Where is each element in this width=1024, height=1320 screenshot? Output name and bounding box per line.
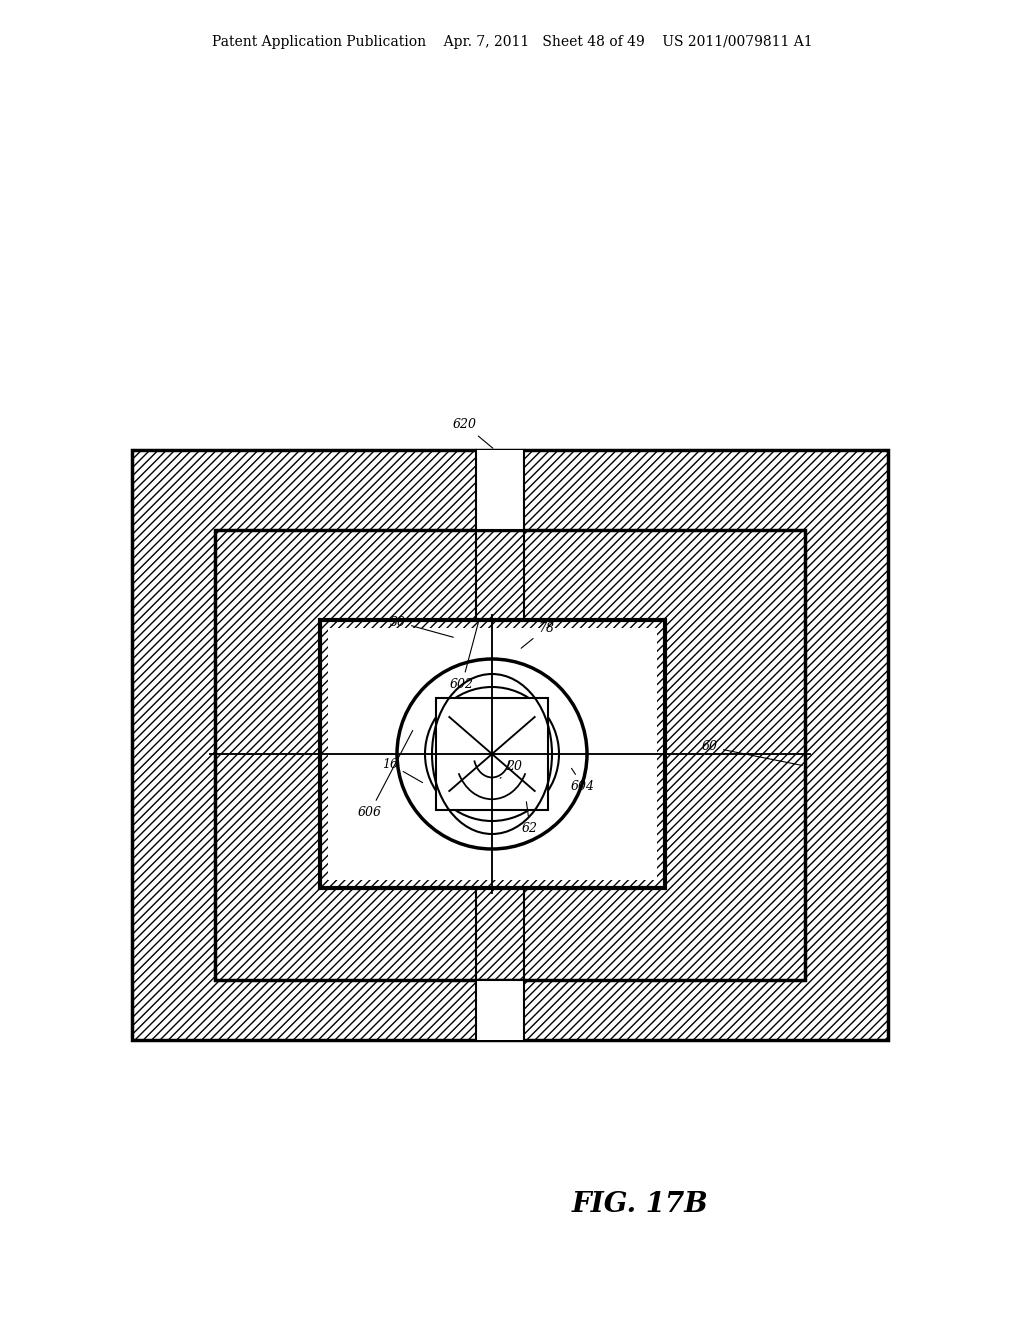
- Text: 62: 62: [522, 801, 538, 834]
- Bar: [132, 450, 888, 1040]
- Bar: [436, 698, 548, 810]
- Text: 604: 604: [571, 768, 595, 792]
- Text: 620: 620: [453, 418, 493, 449]
- Bar: [215, 531, 805, 979]
- Text: 16: 16: [382, 758, 423, 783]
- Text: 78: 78: [521, 622, 554, 648]
- Bar: [328, 628, 657, 880]
- Text: FIG. 17B: FIG. 17B: [571, 1192, 709, 1218]
- Circle shape: [397, 659, 587, 849]
- Text: 60: 60: [702, 741, 802, 766]
- Bar: [476, 979, 524, 1040]
- Bar: [319, 620, 665, 888]
- Text: 30: 30: [390, 615, 454, 638]
- Text: 20: 20: [500, 760, 522, 779]
- Text: 606: 606: [358, 730, 413, 818]
- Bar: [476, 450, 524, 531]
- Text: 602: 602: [450, 623, 478, 690]
- Text: Patent Application Publication    Apr. 7, 2011   Sheet 48 of 49    US 2011/00798: Patent Application Publication Apr. 7, 2…: [212, 36, 812, 49]
- Circle shape: [425, 686, 559, 821]
